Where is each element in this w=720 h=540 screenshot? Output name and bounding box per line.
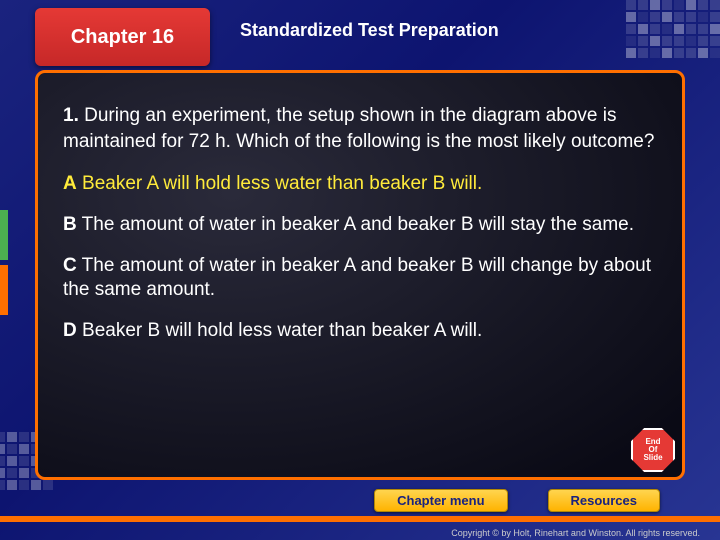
option-text: The amount of water in beaker A and beak…	[82, 214, 634, 235]
chapter-tab: Chapter 16	[35, 8, 210, 66]
option-b[interactable]: B The amount of water in beaker A and be…	[63, 213, 657, 238]
accent-green	[0, 210, 8, 260]
option-letter: A	[63, 173, 77, 194]
option-text: Beaker B will hold less water than beake…	[82, 320, 482, 341]
orange-bar	[0, 516, 720, 522]
chapter-menu-button[interactable]: Chapter menu	[374, 489, 507, 512]
option-letter: D	[63, 320, 77, 341]
slide: Chapter 16 Standardized Test Preparation…	[0, 0, 720, 540]
content-panel: 1. During an experiment, the setup shown…	[35, 70, 685, 480]
option-c[interactable]: C The amount of water in beaker A and be…	[63, 254, 657, 303]
option-text: Beaker A will hold less water than beake…	[82, 173, 482, 194]
option-text: The amount of water in beaker A and beak…	[63, 255, 651, 301]
eos-line3: Slide	[643, 454, 662, 462]
option-a[interactable]: A Beaker A will hold less water than bea…	[63, 172, 657, 197]
question-number: 1.	[63, 105, 79, 126]
option-letter: B	[63, 214, 77, 235]
copyright: Copyright © by Holt, Rinehart and Winsto…	[451, 528, 700, 538]
decor-top-right	[626, 0, 720, 58]
option-d[interactable]: D Beaker B will hold less water than bea…	[63, 319, 657, 344]
button-bar: Chapter menu Resources	[0, 485, 720, 515]
question: 1. During an experiment, the setup shown…	[63, 103, 657, 154]
accent-orange	[0, 265, 8, 315]
resources-button[interactable]: Resources	[548, 489, 660, 512]
question-text: During an experiment, the setup shown in…	[63, 105, 654, 152]
header-title: Standardized Test Preparation	[240, 20, 499, 41]
option-letter: C	[63, 255, 77, 276]
chapter-label: Chapter 16	[71, 26, 174, 49]
